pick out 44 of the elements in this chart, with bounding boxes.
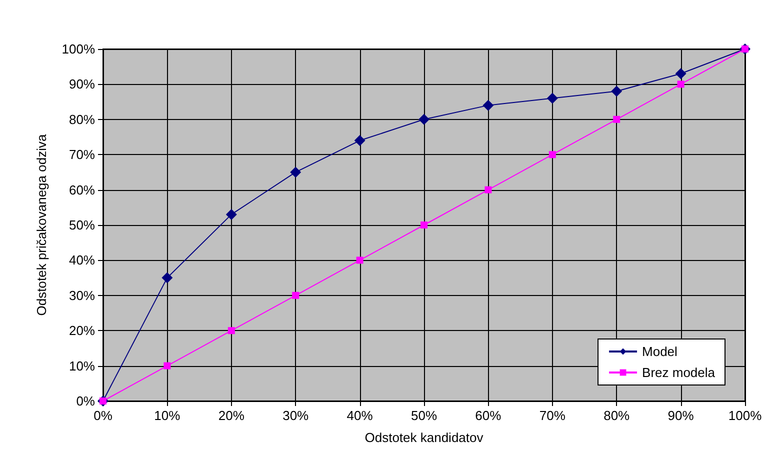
- point: [420, 222, 428, 228]
- y-tick-label: 100%: [62, 42, 96, 56]
- x-tick-label: 80%: [604, 408, 630, 423]
- y-tick-label: 10%: [68, 358, 96, 374]
- y-tick-label: 40%: [68, 252, 96, 268]
- legend-label: Brez modela: [642, 365, 716, 380]
- point: [418, 114, 430, 125]
- y-tick-label: 20%: [68, 323, 96, 338]
- point: [228, 327, 235, 334]
- point: [482, 100, 494, 111]
- y-tick-label: 30%: [68, 288, 96, 303]
- point: [226, 208, 237, 220]
- point: [290, 166, 302, 178]
- y-tick-label: 80%: [68, 112, 96, 127]
- x-tick-label: 10%: [154, 408, 181, 423]
- point: [162, 272, 173, 284]
- y-tick-label: 90%: [68, 76, 96, 92]
- y-tick-label: 60%: [68, 182, 96, 198]
- y-tick-label: 50%: [68, 218, 96, 232]
- point: [484, 186, 492, 194]
- point: [675, 68, 686, 80]
- point: [356, 256, 364, 264]
- x-tick-label: 70%: [539, 408, 566, 423]
- y-tick-label: 0%: [76, 394, 96, 408]
- x-tick-label: 60%: [475, 408, 502, 423]
- point: [613, 116, 620, 123]
- legend-label: Model: [642, 344, 678, 359]
- x-tick-label: 50%: [410, 408, 438, 423]
- x-tick-label: 30%: [282, 408, 310, 423]
- point: [611, 86, 622, 97]
- x-axis-title: Odstotek kandidatov: [364, 430, 484, 445]
- point: [164, 362, 171, 370]
- x-tick-label: 40%: [346, 408, 374, 423]
- y-axis-title: Odstotek pričakovanega odziva: [34, 134, 49, 316]
- point: [354, 135, 366, 146]
- x-tick-label: 20%: [218, 408, 245, 423]
- x-tick-label: 90%: [668, 408, 694, 423]
- point: [677, 80, 684, 88]
- x-tick-label: 100%: [728, 408, 762, 423]
- x-tick-label: 0%: [94, 408, 113, 423]
- point: [548, 151, 556, 158]
- y-tick-label: 70%: [68, 147, 96, 162]
- point: [546, 92, 558, 104]
- point: [292, 292, 300, 299]
